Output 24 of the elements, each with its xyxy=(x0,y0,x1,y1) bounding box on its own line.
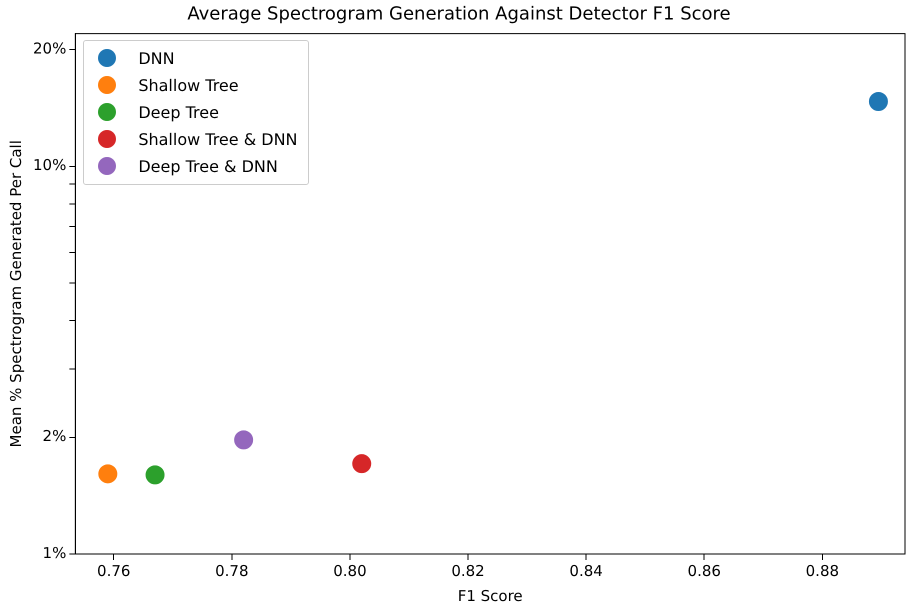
point xyxy=(98,464,118,484)
x-tick-label: 0.82 xyxy=(451,562,485,580)
point xyxy=(868,92,888,111)
legend-label: Deep Tree xyxy=(138,102,219,122)
chart-title: Average Spectrogram Generation Against Detector F1 Score xyxy=(187,3,731,24)
x-axis-title: F1 Score xyxy=(458,586,523,605)
y-tick-label: 1% xyxy=(42,544,66,562)
y-tick-label: 10% xyxy=(32,156,66,174)
x-tick-label: 0.88 xyxy=(806,562,840,580)
legend-label: DNN xyxy=(138,48,175,68)
legend-label: Shallow Tree xyxy=(138,76,239,95)
point xyxy=(146,465,165,484)
x-tick-label: 0.86 xyxy=(688,562,721,580)
y-tick-label: 2% xyxy=(42,427,66,446)
x-tick-label: 0.84 xyxy=(569,562,603,580)
x-tick-label: 0.80 xyxy=(333,562,367,580)
point xyxy=(352,454,372,474)
legend-label: Deep Tree & DNN xyxy=(138,156,278,176)
y-tick-label: 20% xyxy=(32,40,66,58)
x-tick-label: 0.78 xyxy=(215,562,249,580)
legend-label: Shallow Tree & DNN xyxy=(138,130,298,149)
y-axis-title: Mean % Spectrogram Generated Per Call xyxy=(6,140,25,448)
point xyxy=(234,430,254,450)
x-tick-label: 0.76 xyxy=(97,562,130,580)
